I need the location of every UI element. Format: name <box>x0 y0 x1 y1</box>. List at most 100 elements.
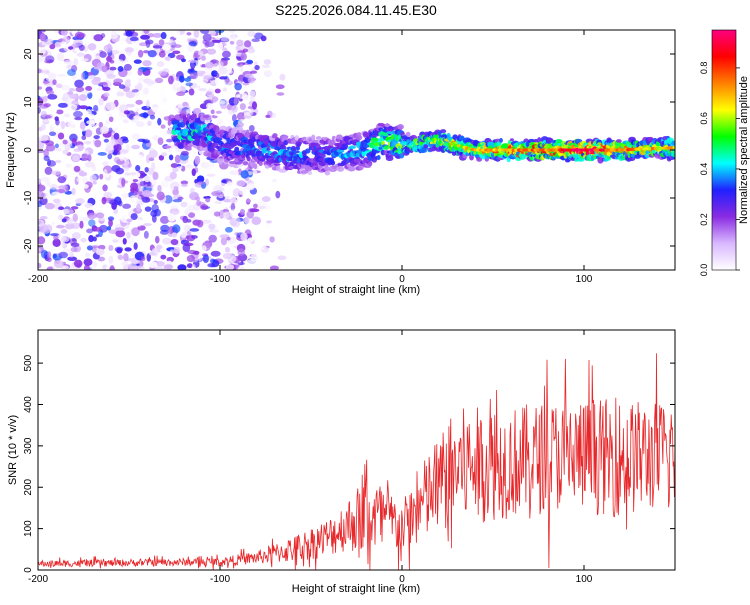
heatmap-noise-blob <box>168 75 174 85</box>
heatmap-noise-blob <box>208 208 216 215</box>
heatmap-noise-blob <box>202 229 207 236</box>
heatmap-noise-blob <box>143 30 150 35</box>
heatmap-noise-blob <box>222 50 231 58</box>
heatmap-noise-blob <box>78 216 85 224</box>
heatmap-noise-blob <box>144 206 152 212</box>
heatmap-noise-blob <box>135 164 141 172</box>
heatmap-noise-blob <box>98 224 108 233</box>
heatmap-noise-blob <box>217 119 223 125</box>
heatmap-noise-blob <box>269 236 275 243</box>
heatmap-noise-blob <box>56 73 67 77</box>
heatmap-noise-blob <box>128 262 137 270</box>
heatmap-noise-blob <box>168 154 174 161</box>
heatmap-noise-blob <box>220 104 228 110</box>
heatmap-noise-blob <box>272 179 277 183</box>
heatmap-noise-blob <box>193 107 202 115</box>
heatmap-noise-blob <box>143 230 149 239</box>
heatmap-ridge-cell <box>214 137 223 141</box>
heatmap-noise-blob <box>40 216 48 220</box>
x-tick-label: -200 <box>28 274 48 285</box>
heatmap-noise-blob <box>65 209 74 215</box>
heatmap-noise-blob <box>73 110 83 118</box>
heatmap-noise-blob <box>133 242 138 250</box>
heatmap-noise-blob <box>80 237 87 243</box>
heatmap-noise-blob <box>124 79 132 88</box>
heatmap-noise-blob <box>240 52 247 61</box>
heatmap-ridge-cell <box>476 156 483 162</box>
heatmap-noise-blob <box>121 261 129 267</box>
heatmap-noise-blob <box>122 138 129 144</box>
heatmap-noise-blob <box>220 236 228 246</box>
heatmap-noise-blob <box>225 264 235 270</box>
heatmap-noise-blob <box>117 254 124 260</box>
heatmap-noise-blob <box>63 59 72 65</box>
heatmap-noise-blob <box>38 178 42 185</box>
heatmap-noise-blob <box>55 118 60 126</box>
heatmap-noise-blob <box>226 236 231 241</box>
heatmap-noise-blob <box>56 109 64 115</box>
heatmap-noise-blob <box>81 135 87 141</box>
heatmap-ridge-cell <box>324 170 331 176</box>
heatmap-noise-blob <box>87 212 97 220</box>
heatmap-noise-blob <box>86 228 94 234</box>
heatmap-noise-blob <box>75 197 85 205</box>
heatmap-noise-blob <box>243 109 254 117</box>
heatmap-noise-blob <box>173 44 182 48</box>
heatmap-noise-blob <box>224 246 231 253</box>
heatmap-noise-blob <box>118 84 126 89</box>
heatmap-ridge-cell <box>405 131 411 138</box>
heatmap-noise-blob <box>44 202 55 210</box>
heatmap-noise-blob <box>101 196 107 205</box>
heatmap-noise-blob <box>239 103 246 111</box>
heatmap-noise-blob <box>108 139 116 146</box>
heatmap-ridge-cell <box>384 123 391 128</box>
heatmap-noise-blob <box>251 216 262 225</box>
heatmap-noise-blob <box>54 143 59 149</box>
heatmap-ridge-cell <box>176 127 182 131</box>
heatmap-noise-blob <box>62 149 69 155</box>
heatmap-noise-blob <box>184 77 192 82</box>
heatmap-noise-blob <box>148 149 158 159</box>
heatmap-noise-blob <box>74 47 81 52</box>
heatmap-noise-blob <box>224 77 230 84</box>
heatmap-noise-blob <box>47 93 58 100</box>
heatmap-noise-blob <box>42 66 48 71</box>
heatmap-noise-blob <box>188 88 195 96</box>
heatmap-noise-blob <box>214 200 223 205</box>
heatmap-noise-blob <box>147 261 158 268</box>
heatmap-noise-blob <box>95 212 105 219</box>
heatmap-noise-blob <box>89 174 97 182</box>
heatmap-noise-blob <box>176 91 186 97</box>
heatmap-noise-blob <box>161 152 168 157</box>
x-tick-label: -200 <box>28 574 48 585</box>
heatmap-noise-blob <box>67 256 78 262</box>
heatmap-noise-blob <box>181 58 186 63</box>
heatmap-noise-blob <box>93 135 100 140</box>
heatmap-noise-blob <box>184 164 195 169</box>
heatmap-noise-blob <box>157 137 164 145</box>
heatmap-noise-blob <box>109 66 117 71</box>
x-tick-label: 0 <box>399 574 405 585</box>
heatmap-noise-blob <box>200 161 209 169</box>
heatmap-noise-blob <box>220 37 229 42</box>
heatmap-noise-blob <box>46 160 57 167</box>
heatmap-noise-blob <box>251 38 260 43</box>
heatmap-noise-blob <box>62 248 73 253</box>
heatmap-noise-blob <box>54 41 62 48</box>
heatmap-ridge-cell <box>499 137 503 143</box>
heatmap-noise-blob <box>91 78 101 86</box>
heatmap-noise-blob <box>197 51 204 56</box>
heatmap-noise-blob <box>155 267 166 270</box>
heatmap-noise-blob <box>158 130 165 137</box>
heatmap-ylabel: Frequency (Hz) <box>5 112 17 188</box>
figure-title: S225.2026.084.11.45.E30 <box>275 2 437 18</box>
heatmap-noise-blob <box>163 145 172 149</box>
heatmap-noise-blob <box>200 204 209 211</box>
heatmap-noise-blob <box>103 138 109 143</box>
heatmap-noise-blob <box>269 265 279 270</box>
heatmap-noise-blob <box>80 58 89 62</box>
heatmap-noise-blob <box>247 55 257 60</box>
heatmap-noise-blob <box>170 211 179 215</box>
heatmap-noise-blob <box>253 32 264 40</box>
